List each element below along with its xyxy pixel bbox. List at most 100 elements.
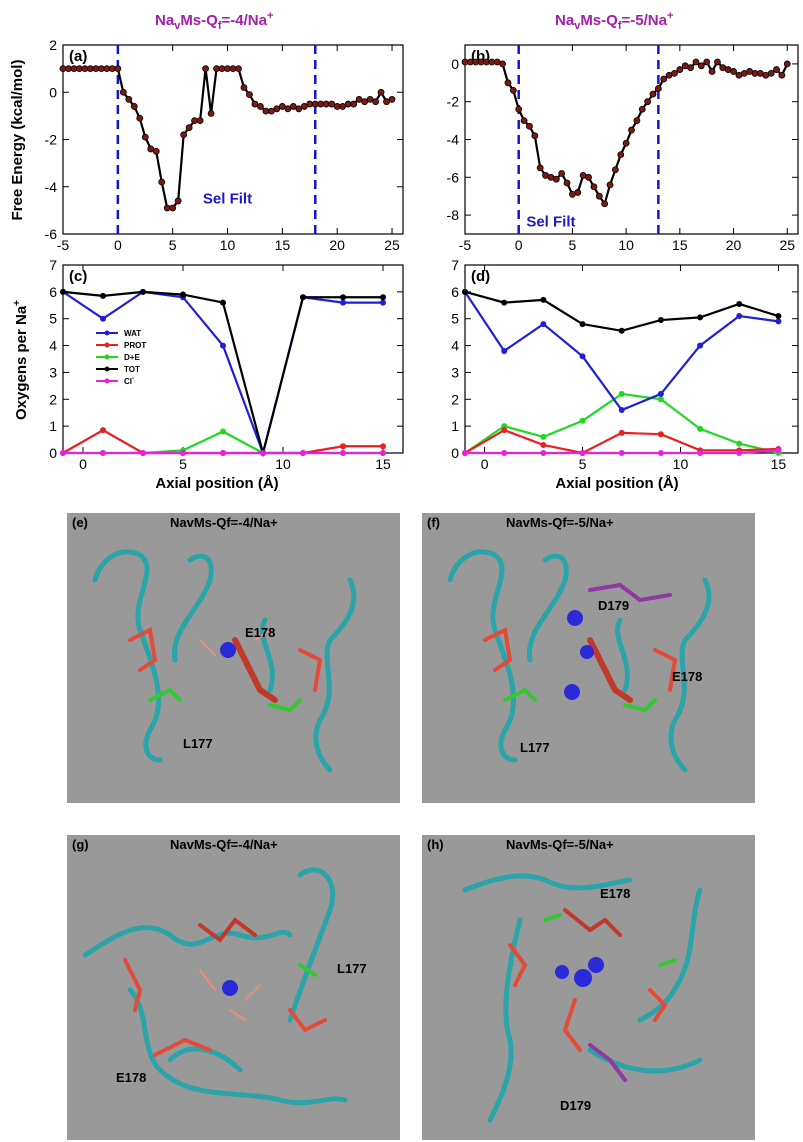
free-energy-point-a (267, 107, 275, 115)
legend-marker-3 (104, 366, 110, 372)
free-energy-point-b (773, 66, 780, 73)
y-tick-label-a: -6 (45, 226, 58, 242)
x-tick-label-a: 5 (169, 237, 177, 253)
series-point-de-d (540, 433, 547, 440)
series-point-cl-c (140, 450, 146, 456)
series-point-tot-c (180, 291, 186, 298)
molecular-panel-e: (e) NavMs-Qf=-4/Na+ E178 L177 (67, 513, 400, 803)
panel-g-residue-l177: L177 (337, 961, 367, 976)
series-point-cl-c (340, 450, 346, 456)
y-tick-label-c: 3 (49, 364, 57, 380)
free-energy-point-a (174, 197, 182, 205)
x-tick-label-a: 20 (329, 237, 345, 253)
series-line-tot-d (464, 290, 779, 332)
panel-f-label: (f) (427, 515, 440, 530)
free-energy-point-a (361, 98, 369, 106)
panel-title-right: NavMs-Qf=-5/Na+ (555, 10, 673, 32)
free-energy-point-b (606, 181, 614, 189)
free-energy-point-a (251, 100, 259, 108)
molecular-panel-f: (f) NavMs-Qf=-5/Na+ D179 E178 L177 (422, 513, 755, 803)
free-energy-point-a (158, 178, 166, 186)
x-tick-label-b: 5 (569, 237, 577, 253)
free-energy-point-a (383, 98, 390, 106)
x-tick-label-d: 0 (481, 456, 489, 472)
panel-e-residue-l177: L177 (183, 736, 213, 751)
panel-f-sodium-ion-3 (564, 684, 580, 700)
y-tick-label-d: 5 (451, 311, 459, 327)
free-energy-point-b (611, 166, 619, 174)
series-point-tot-c (60, 288, 66, 295)
series-point-tot-c (380, 294, 386, 301)
legend-label-2: D+E (124, 353, 140, 362)
free-energy-point-b (585, 173, 592, 181)
panel-label-a: (a) (69, 48, 87, 65)
free-energy-point-a (257, 103, 264, 110)
series-point-tot-d (775, 313, 782, 320)
series-point-tot-d (697, 314, 704, 321)
free-energy-point-a (246, 91, 253, 99)
x-tick-label-a: 10 (220, 237, 236, 253)
series-point-wat-d (775, 318, 782, 325)
free-energy-point-a (180, 131, 188, 139)
free-energy-point-b (499, 60, 506, 68)
y-tick-label-a: 2 (49, 37, 57, 53)
y-tick-label-b: 0 (451, 56, 459, 72)
free-energy-point-a (273, 105, 281, 113)
free-energy-point-a (295, 105, 303, 113)
x-tick-label-a: 0 (114, 237, 122, 253)
free-energy-point-b (536, 164, 544, 172)
legend-marker-1 (104, 342, 110, 348)
panel-label-d: (d) (471, 268, 490, 285)
series-line-de-d (464, 392, 779, 455)
free-energy-point-a (355, 95, 363, 103)
y-tick-label-a: -4 (45, 179, 58, 195)
y-tick-label-d: 3 (451, 364, 459, 380)
free-energy-point-a (300, 103, 308, 110)
panel-g-residue-e178: E178 (116, 1070, 146, 1085)
chart-c: 0 5 10 15 0 1 2 3 4 5 6 7 (c) WAT PROT D+E TOT Cl- (49, 257, 404, 472)
series-point-cl-c (300, 450, 306, 456)
free-energy-point-b (531, 132, 539, 140)
x-tick-label-a: 15 (275, 237, 291, 253)
panel-g-sodium-ion (222, 980, 238, 996)
series-point-cl-d (579, 450, 586, 456)
legend-label-3: TOT (124, 365, 140, 374)
free-energy-point-a (284, 105, 292, 113)
free-energy-point-a (388, 95, 396, 103)
y-tick-label-a: 0 (49, 84, 57, 100)
series-point-cl-c (260, 450, 266, 456)
free-energy-point-a (366, 95, 374, 103)
free-energy-point-b (687, 64, 694, 72)
series-point-cl-d (501, 450, 508, 456)
series-point-tot-d (736, 300, 743, 307)
series-point-de-d (736, 440, 743, 447)
y-tick-label-d: 7 (451, 257, 459, 273)
series-point-tot-d (618, 327, 625, 334)
free-energy-point-a (350, 100, 358, 108)
free-energy-point-b (504, 79, 512, 87)
chart-d: 0 5 10 15 0 1 2 3 4 5 6 7 (d) (451, 257, 799, 472)
y-tick-label-b: -8 (447, 207, 460, 223)
legend-marker-0 (104, 330, 110, 336)
y-tick-label-a: -2 (45, 132, 58, 148)
y-tick-label-b: -2 (447, 94, 460, 110)
y-tick-label-b: -6 (447, 169, 460, 185)
panel-e-background (67, 513, 400, 803)
free-energy-point-b (574, 189, 582, 196)
panel-f-title: NavMs-Qf=-5/Na+ (506, 515, 614, 530)
panel-h-title: NavMs-Qf=-5/Na+ (506, 837, 614, 852)
series-point-wat-c (380, 299, 386, 306)
panel-f-residue-d179: D179 (598, 598, 629, 613)
free-energy-point-b (708, 68, 716, 75)
legend-label-1: PROT (124, 341, 146, 350)
chart-a: -5 0 5 10 15 20 25 -6 -4 -2 0 2 (a) Sel Filt (45, 37, 404, 253)
y-tick-label-c: 2 (49, 391, 57, 407)
series-point-prot-d (540, 441, 547, 448)
y-axis-label-oxygens: Oxygens per Na+ (12, 300, 30, 420)
free-energy-point-a (202, 65, 209, 73)
panel-h-sodium-ion-2 (574, 969, 592, 987)
free-energy-point-b (697, 62, 705, 70)
series-point-de-d (657, 396, 664, 403)
series-point-de-d (618, 390, 625, 397)
series-point-prot-c (380, 443, 386, 450)
